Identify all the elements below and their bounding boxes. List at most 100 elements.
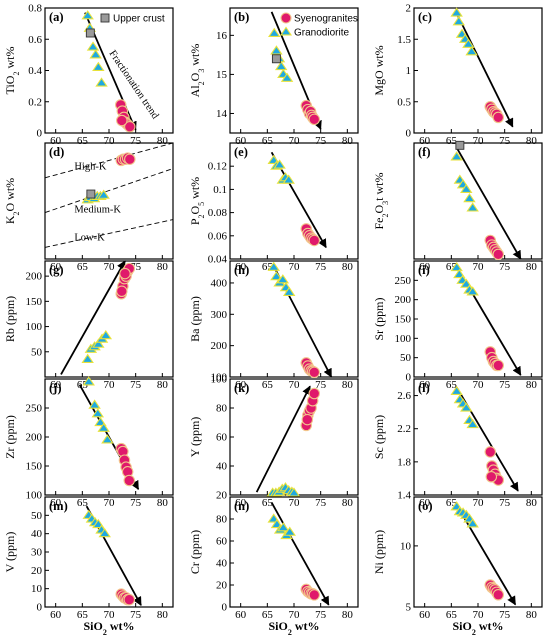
x-tick-label: 60 — [419, 379, 431, 391]
x-tick-label: 60 — [419, 497, 431, 509]
x-tick-label: 60 — [50, 609, 62, 621]
panel-label: (e) — [234, 145, 248, 159]
panel-label: (f) — [418, 145, 431, 159]
y-tick-label: 0.5 — [397, 96, 411, 108]
y-axis-label: P2O5 wt% — [188, 177, 206, 225]
granodiorite-point — [283, 526, 296, 536]
y-tick-label: 0.2 — [28, 96, 42, 108]
y-tick-label: 0 — [406, 372, 412, 384]
x-tick-label: 60 — [235, 379, 247, 391]
x-tick-label: 70 — [473, 497, 485, 509]
granodiorite-point — [460, 183, 473, 193]
y-tick-label: 14 — [216, 108, 228, 120]
y-tick-label: 200 — [395, 294, 412, 306]
y-tick-label: 0.6 — [28, 34, 42, 46]
x-tick-label: 60 — [235, 609, 247, 621]
x-tick-label: 65 — [77, 609, 89, 621]
upper-crust-point — [85, 28, 95, 38]
syenogranite-point — [116, 114, 128, 127]
granodiorite-point — [97, 189, 110, 199]
upper-crust-point — [271, 54, 281, 64]
panel-label: (i) — [418, 263, 430, 277]
y-axis-label: K2O wt% — [3, 178, 21, 224]
plot-frame — [229, 378, 359, 496]
x-tick-label: 80 — [157, 379, 169, 391]
y-tick-label: 300 — [211, 309, 228, 321]
x-tick-label: 60 — [50, 261, 62, 273]
y-tick-label: 0.06 — [208, 230, 228, 242]
y-tick-label: 0.8 — [28, 3, 42, 15]
x-tick-label: 70 — [289, 261, 301, 273]
legend-upper-crust-marker — [100, 13, 110, 23]
granodiorite-point — [98, 528, 111, 538]
panel-i: 0 50 100 150 200 250 60 65 70 75 80 Sr (ppm) (i) — [372, 260, 543, 391]
fractionation-arrow — [454, 10, 514, 128]
y-tick-label: 2.2 — [397, 423, 411, 435]
y-tick-label: 150 — [395, 314, 412, 326]
granodiorite-point — [99, 329, 113, 340]
annotation-text: Medium-K — [74, 205, 121, 216]
legend-label: Upper crust — [113, 14, 165, 25]
legend-label: Syenogranites — [294, 14, 358, 25]
granodiorite-point — [450, 151, 463, 161]
panel-label: (n) — [234, 499, 249, 513]
y-tick-label: 16 — [216, 30, 228, 42]
y-tick-label: 1.8 — [397, 456, 411, 468]
fractionation-arrow — [270, 502, 330, 606]
x-tick-label: 70 — [104, 379, 116, 391]
granodiorite-point — [81, 353, 94, 363]
x-tick-label: 75 — [315, 261, 327, 273]
panel-label: (b) — [234, 10, 249, 24]
granodiorite-point — [450, 261, 463, 272]
plot-frame — [229, 142, 359, 260]
y-tick-label: 40 — [31, 528, 43, 540]
y-tick-label: 30 — [31, 547, 43, 559]
legend-granodiorite-marker — [279, 26, 293, 36]
x-tick-label: 60 — [235, 497, 247, 509]
panel-label: (j) — [49, 381, 62, 395]
x-tick-label: 75 — [130, 379, 142, 391]
panel-h: 100 200 300 400 60 65 70 75 80 Ba (ppm) (h) — [188, 260, 359, 391]
x-tick-label: 80 — [342, 135, 354, 147]
y-tick-label: 0 — [406, 128, 412, 140]
x-tick-label: 75 — [315, 379, 327, 391]
granodiorite-point — [268, 27, 281, 37]
syenogranite-point — [308, 387, 321, 400]
y-tick-label: 100 — [211, 374, 228, 386]
upper-crust-point — [86, 189, 96, 199]
panel-d: 60 65 70 75 80 K2O wt% (d) High-K Medium-K Low-K — [3, 142, 174, 273]
syenogranite-point — [492, 589, 505, 601]
panel-f: 60 65 70 75 80 Fe2O3t wt% (f) — [372, 140, 543, 273]
panel-label: (g) — [49, 263, 64, 277]
x-tick-label: 80 — [526, 609, 538, 621]
y-tick-label: 200 — [26, 432, 43, 444]
syenogranite-point — [308, 366, 321, 379]
upper-crust-point — [455, 140, 465, 150]
x-tick-label: 75 — [499, 135, 511, 147]
y-tick-label: 50 — [31, 510, 43, 522]
granodiorite-point — [82, 376, 95, 386]
y-tick-label: 80 — [216, 403, 228, 415]
y-tick-label: 80 — [216, 514, 228, 526]
panel-g: 50 100 150 200 60 65 70 75 80 Rb (ppm) (g) — [3, 260, 174, 391]
fractionation-arrow — [455, 147, 522, 260]
granodiorite-point — [92, 61, 105, 71]
fractionation-arrow — [255, 385, 311, 493]
series-boundary-line — [44, 219, 174, 248]
syenogranite-point — [308, 234, 321, 247]
x-tick-label: 65 — [262, 135, 274, 147]
granodiorite-point — [89, 49, 102, 59]
y-axis-label: Ni (ppm) — [372, 530, 386, 574]
x-tick-label: 65 — [262, 497, 274, 509]
x-axis-label: SiO2 wt% — [83, 619, 134, 636]
granodiorite-point — [81, 10, 94, 20]
x-tick-label: 60 — [419, 261, 431, 273]
syenogranite-point — [484, 446, 497, 458]
granodiorite-point — [450, 7, 463, 17]
panel-l: 1.4 1.8 2.2 2.6 60 65 70 75 80 Sc (ppm) (l) — [372, 378, 543, 509]
x-tick-label: 65 — [446, 497, 458, 509]
granodiorite-point — [88, 399, 101, 409]
y-tick-label: 20 — [216, 580, 228, 592]
granodiorite-point — [277, 522, 290, 532]
y-tick-label: 200 — [211, 340, 228, 352]
